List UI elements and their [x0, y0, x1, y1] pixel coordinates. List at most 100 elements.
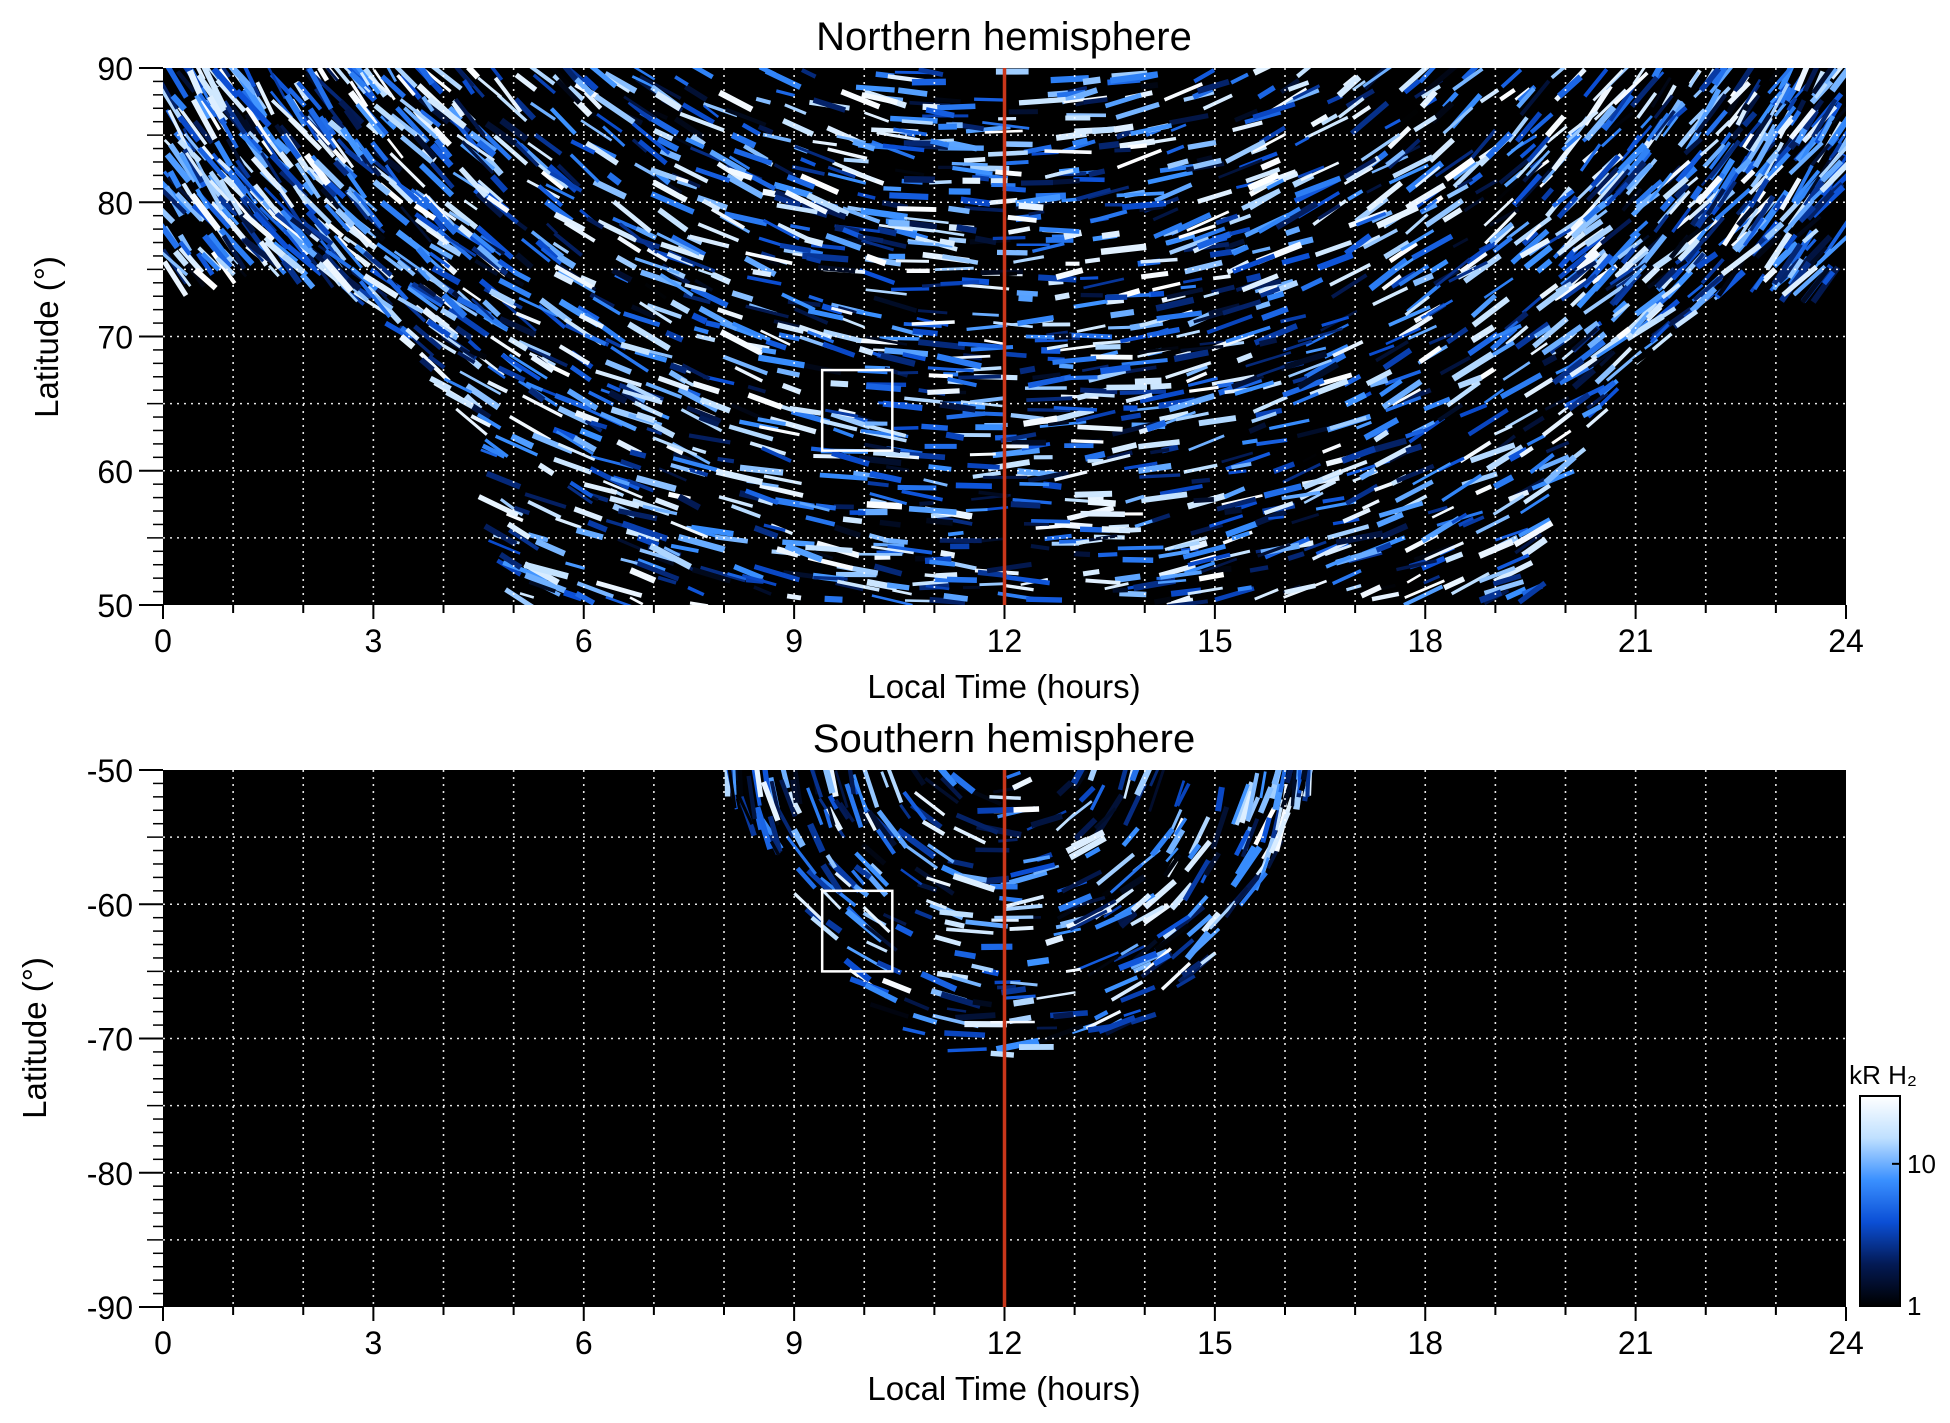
- emission-streak: [553, 271, 574, 286]
- emission-streak: [1073, 817, 1098, 842]
- emission-streak: [1804, 238, 1817, 252]
- emission-streak: [597, 219, 638, 243]
- emission-streak: [1232, 253, 1276, 274]
- emission-streak: [1459, 403, 1488, 418]
- emission-streak: [577, 305, 600, 321]
- emission-streak: [471, 297, 495, 321]
- emission-streak: [397, 296, 424, 314]
- emission-streak: [1150, 447, 1170, 455]
- emission-streak: [998, 838, 1018, 843]
- emission-streak: [1653, 213, 1670, 234]
- emission-streak: [302, 181, 316, 196]
- emission-streak: [1302, 453, 1317, 463]
- emission-streak: [302, 221, 334, 246]
- emission-streak: [294, 162, 321, 199]
- emission-streak: [911, 320, 955, 326]
- emission-streak: [827, 794, 839, 810]
- emission-streak: [795, 866, 817, 890]
- emission-streak: [1184, 259, 1223, 275]
- emission-streak: [1255, 407, 1283, 418]
- emission-streak: [1054, 343, 1100, 353]
- emission-streak: [1478, 565, 1516, 584]
- emission-streak: [1519, 143, 1537, 159]
- emission-streak: [1653, 94, 1674, 120]
- emission-streak: [253, 211, 290, 250]
- emission-streak: [896, 827, 937, 860]
- emission-streak: [776, 202, 818, 215]
- emission-streak: [1486, 444, 1525, 472]
- emission-streak: [1174, 540, 1200, 550]
- emission-streak: [928, 464, 952, 472]
- emission-streak: [876, 131, 921, 142]
- emission-streak: [1779, 86, 1795, 106]
- emission-streak: [969, 396, 1006, 405]
- emission-streak: [908, 220, 938, 230]
- emission-streak: [733, 564, 764, 581]
- emission-streak: [1406, 573, 1422, 584]
- emission-streak: [1138, 346, 1179, 355]
- emission-streak: [1018, 294, 1033, 303]
- emission-streak: [1500, 68, 1523, 89]
- emission-streak: [1055, 267, 1084, 281]
- emission-streak: [765, 338, 787, 351]
- emission-streak: [1231, 783, 1250, 825]
- emission-streak: [1821, 270, 1836, 286]
- emission-streak: [429, 243, 454, 260]
- emission-streak: [1444, 551, 1464, 563]
- emission-streak: [1519, 237, 1551, 259]
- emission-streak: [1057, 893, 1093, 913]
- emission-streak: [1794, 68, 1810, 92]
- emission-streak: [400, 205, 432, 243]
- emission-streak: [1095, 344, 1121, 350]
- emission-streak: [755, 96, 772, 105]
- emission-streak: [615, 254, 638, 271]
- emission-streak: [857, 370, 888, 375]
- emission-streak: [1742, 111, 1758, 128]
- x-tick-label: 21: [1618, 623, 1654, 659]
- emission-streak: [999, 895, 1023, 903]
- emission-streak: [177, 106, 208, 146]
- emission-streak: [1450, 571, 1490, 596]
- emission-streak: [497, 365, 526, 383]
- emission-streak: [549, 171, 583, 193]
- emission-streak: [1655, 306, 1677, 323]
- emission-streak: [488, 288, 516, 306]
- emission-streak: [810, 242, 846, 251]
- x-tick-label: 9: [785, 1325, 803, 1361]
- emission-streak: [1000, 869, 1048, 888]
- emission-streak: [557, 270, 596, 294]
- emission-streak: [281, 253, 306, 275]
- emission-streak: [1564, 220, 1585, 240]
- emission-streak: [815, 503, 837, 511]
- emission-streak: [934, 934, 962, 947]
- emission-streak: [1083, 97, 1108, 105]
- emission-streak: [1570, 212, 1599, 239]
- emission-streak: [1251, 246, 1271, 254]
- emission-streak: [367, 216, 386, 234]
- emission-streak: [1125, 392, 1153, 404]
- emission-streak: [1551, 189, 1575, 208]
- emission-streak: [865, 809, 897, 848]
- emission-streak: [798, 324, 833, 341]
- emission-streak: [1187, 552, 1231, 567]
- emission-streak: [681, 102, 715, 125]
- emission-streak: [1280, 774, 1296, 809]
- x-tick-label: 12: [987, 623, 1023, 659]
- emission-streak: [1492, 236, 1513, 254]
- emission-streak: [325, 68, 339, 82]
- emission-streak: [1160, 961, 1192, 991]
- emission-streak: [346, 172, 368, 200]
- emission-streak: [255, 125, 279, 160]
- emission-streak: [1529, 452, 1555, 475]
- emission-streak: [411, 281, 446, 306]
- emission-streak: [809, 434, 827, 443]
- emission-streak: [1305, 770, 1311, 797]
- emission-streak: [824, 595, 843, 603]
- emission-streak: [1554, 336, 1578, 355]
- emission-streak: [1584, 104, 1617, 142]
- emission-streak: [587, 390, 615, 407]
- emission-streak: [784, 189, 828, 215]
- emission-streak: [1341, 445, 1377, 464]
- emission-streak: [633, 400, 664, 418]
- emission-streak: [836, 579, 880, 592]
